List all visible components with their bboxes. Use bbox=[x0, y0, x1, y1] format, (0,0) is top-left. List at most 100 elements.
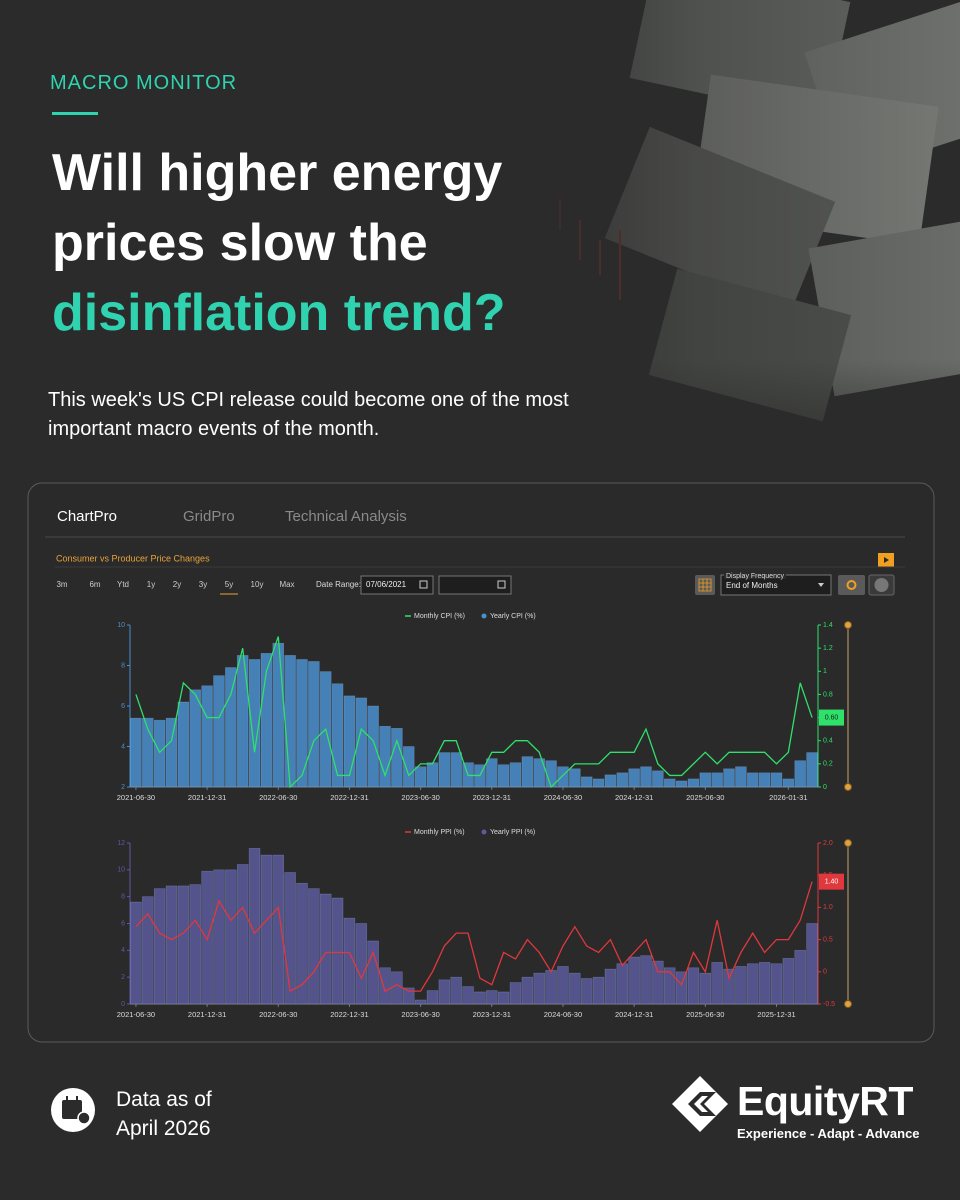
x-tick-label: 2022-12-31 bbox=[330, 793, 368, 802]
bar bbox=[260, 854, 273, 1005]
bar bbox=[153, 719, 166, 788]
bar bbox=[450, 752, 462, 788]
date-input[interactable] bbox=[438, 575, 512, 595]
bar bbox=[177, 701, 190, 788]
bar bbox=[486, 758, 498, 788]
bar bbox=[367, 705, 379, 788]
y-tick-label: 4 bbox=[121, 947, 125, 954]
bar bbox=[592, 976, 605, 1005]
legend-marker bbox=[481, 829, 487, 835]
settings-icon bbox=[846, 580, 857, 590]
bar bbox=[296, 659, 308, 788]
tab[interactable]: Technical Analysis bbox=[285, 508, 407, 525]
bar bbox=[770, 772, 783, 788]
headline-highlight: disinflation trend? bbox=[52, 284, 506, 342]
bar bbox=[414, 766, 427, 788]
range-button[interactable]: 3m bbox=[56, 580, 67, 589]
bar bbox=[663, 967, 676, 1005]
bar bbox=[403, 746, 415, 788]
bar bbox=[272, 642, 285, 788]
frequency-label-bg bbox=[724, 571, 786, 579]
bar bbox=[675, 780, 688, 788]
bar bbox=[521, 976, 534, 1005]
bar bbox=[675, 971, 688, 1005]
range-button[interactable]: 10y bbox=[251, 580, 264, 589]
frequency-label: Display Frequency bbox=[726, 573, 784, 580]
grid-button[interactable] bbox=[695, 575, 715, 595]
range-button[interactable]: 2y bbox=[173, 580, 181, 589]
range-button[interactable]: Max bbox=[279, 580, 294, 589]
calendar-icon bbox=[62, 1096, 91, 1125]
range-button[interactable]: 5y bbox=[225, 580, 233, 589]
bar bbox=[236, 864, 249, 1005]
date-from: 07/06/2021 bbox=[366, 580, 407, 589]
bar bbox=[509, 762, 522, 788]
bar bbox=[438, 752, 451, 788]
bar bbox=[770, 963, 783, 1005]
bar bbox=[628, 768, 640, 788]
bar bbox=[569, 972, 581, 1005]
bar bbox=[521, 756, 534, 788]
bar bbox=[735, 766, 747, 788]
line bbox=[135, 636, 813, 789]
play-icon bbox=[884, 557, 889, 563]
x-tick-label: 2023-06-30 bbox=[401, 793, 439, 802]
bar bbox=[248, 848, 261, 1005]
bar bbox=[414, 999, 427, 1005]
bar bbox=[616, 772, 629, 788]
x-tick-label: 2021-12-31 bbox=[188, 793, 226, 802]
x-tick-label: 2024-06-30 bbox=[544, 793, 582, 802]
bar bbox=[284, 872, 296, 1005]
bar bbox=[604, 774, 617, 788]
brand-logo bbox=[672, 1076, 728, 1132]
bar bbox=[723, 768, 735, 788]
range-button[interactable]: 3y bbox=[199, 580, 207, 589]
y2-tick-label: 1 bbox=[823, 668, 827, 675]
bar bbox=[569, 768, 581, 788]
settings-button[interactable] bbox=[838, 575, 865, 595]
calendar-icon bbox=[497, 580, 506, 589]
bar bbox=[213, 675, 225, 788]
data-as-of-label: Data as of bbox=[116, 1088, 212, 1111]
bar bbox=[260, 653, 273, 788]
x-tick-label: 2025-12-31 bbox=[757, 1010, 795, 1019]
bar bbox=[533, 758, 545, 788]
bar bbox=[296, 882, 308, 1005]
legend-label: Monthly CPI (%) bbox=[414, 613, 465, 620]
bar bbox=[379, 725, 391, 788]
bar bbox=[367, 940, 379, 1005]
background-fade bbox=[480, 360, 960, 480]
y2-tick-label: 1.2 bbox=[823, 645, 833, 652]
tab[interactable]: ChartPro bbox=[57, 508, 117, 525]
bar bbox=[355, 697, 368, 788]
line bbox=[135, 881, 813, 993]
bar bbox=[723, 968, 735, 1005]
x-tick-label: 2025-06-30 bbox=[686, 1010, 724, 1019]
y2-tick-label: 1.4 bbox=[823, 622, 833, 629]
brand-tagline: Experience - Adapt - Advance bbox=[737, 1126, 920, 1141]
bar bbox=[782, 778, 795, 788]
bar bbox=[592, 778, 605, 788]
y-tick-label: 10 bbox=[117, 622, 125, 629]
bar bbox=[806, 923, 818, 1005]
bar bbox=[497, 991, 510, 1005]
y-tick-label: 6 bbox=[121, 703, 125, 710]
y-tick-label: 8 bbox=[121, 662, 125, 669]
bar bbox=[153, 888, 166, 1005]
range-button[interactable]: 6m bbox=[89, 580, 100, 589]
value-label: 0.60 bbox=[825, 714, 839, 721]
bar bbox=[699, 972, 712, 1005]
tab[interactable]: GridPro bbox=[183, 508, 235, 525]
bar bbox=[189, 884, 201, 1005]
bar bbox=[616, 963, 629, 1005]
date-input[interactable] bbox=[360, 575, 434, 595]
y2-tick-label: 0.8 bbox=[823, 691, 833, 698]
bar bbox=[284, 655, 296, 788]
bar bbox=[450, 976, 462, 1005]
range-button[interactable]: 1y bbox=[147, 580, 155, 589]
bar bbox=[533, 972, 545, 1005]
date-range-label: Date Range: bbox=[316, 580, 361, 589]
y2-tick-label: 2.0 bbox=[823, 840, 833, 847]
bar bbox=[474, 991, 486, 1005]
range-button[interactable]: Ytd bbox=[117, 580, 129, 589]
